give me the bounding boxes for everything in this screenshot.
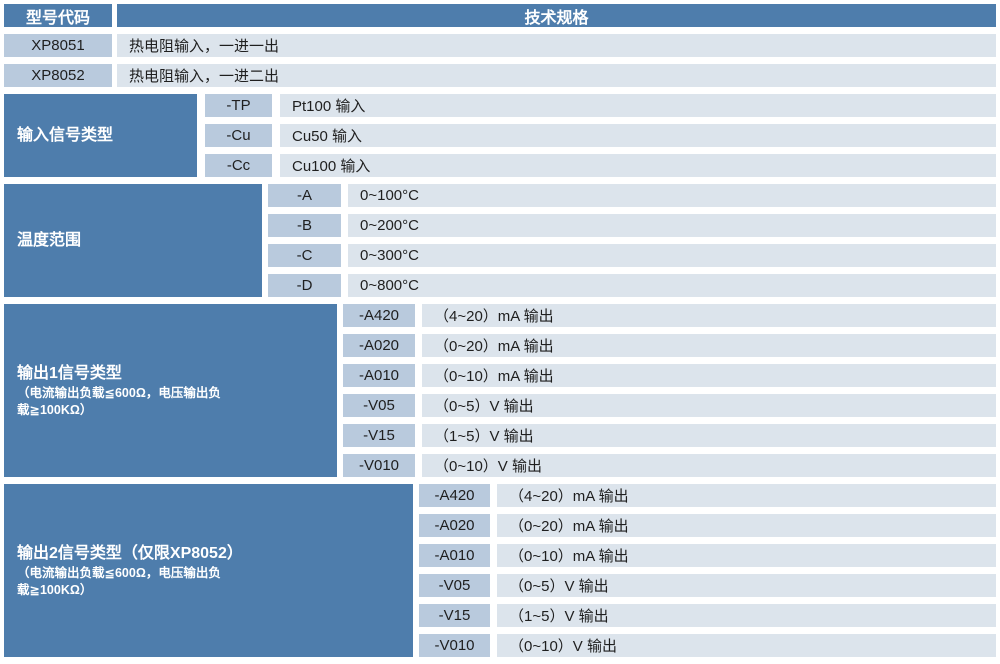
model-desc: 热电阻输入，一进一出 xyxy=(117,34,996,57)
option-desc: （0~10）V 输出 xyxy=(497,634,996,657)
option-code: -V05 xyxy=(419,574,490,597)
section-title: 温度范围 xyxy=(17,231,82,249)
section-note-line1: （电流输出负载≦600Ω，电压输出负 xyxy=(17,565,221,580)
option-desc: （4~20）mA 输出 xyxy=(422,304,996,327)
option-desc: （0~10）mA 输出 xyxy=(422,364,996,387)
option-desc: Cu100 输入 xyxy=(280,154,996,177)
option-code: -A020 xyxy=(343,334,415,357)
header-tech-spec: 技术规格 xyxy=(117,4,996,27)
option-desc: 0~300°C xyxy=(348,244,996,267)
option-code: -C xyxy=(268,244,341,267)
option-code: -V15 xyxy=(419,604,490,627)
option-code: -D xyxy=(268,274,341,297)
model-code: XP8051 xyxy=(4,34,112,57)
option-code: -B xyxy=(268,214,341,237)
option-code: -V010 xyxy=(343,454,415,477)
section-note-line1: （电流输出负载≦600Ω，电压输出负 xyxy=(17,385,221,400)
option-code: -A010 xyxy=(419,544,490,567)
section-title: 输出2信号类型（仅限XP8052） xyxy=(17,544,243,562)
option-code: -Cu xyxy=(205,124,272,147)
option-code: -A010 xyxy=(343,364,415,387)
header-model-code: 型号代码 xyxy=(4,4,112,27)
option-code: -A xyxy=(268,184,341,207)
option-code: -A420 xyxy=(419,484,490,507)
option-desc: （0~20）mA 输出 xyxy=(497,514,996,537)
option-desc: 0~200°C xyxy=(348,214,996,237)
section-note-line2: 载≧100KΩ） xyxy=(17,582,93,597)
section-temperature-range: 温度范围 xyxy=(4,184,262,297)
option-code: -V010 xyxy=(419,634,490,657)
option-desc: （4~20）mA 输出 xyxy=(497,484,996,507)
option-desc: 0~800°C xyxy=(348,274,996,297)
option-desc: （0~20）mA 输出 xyxy=(422,334,996,357)
section-output2-signal-type: 输出2信号类型（仅限XP8052） （电流输出负载≦600Ω，电压输出负 载≧1… xyxy=(4,484,413,657)
option-desc: （1~5）V 输出 xyxy=(422,424,996,447)
model-desc: 热电阻输入，一进二出 xyxy=(117,64,996,87)
section-input-signal-type: 输入信号类型 xyxy=(4,94,197,177)
option-code: -V15 xyxy=(343,424,415,447)
option-desc: （0~5）V 输出 xyxy=(497,574,996,597)
section-note-line2: 载≧100KΩ） xyxy=(17,402,93,417)
option-desc: （1~5）V 输出 xyxy=(497,604,996,627)
section-output1-signal-type: 输出1信号类型 （电流输出负载≦600Ω，电压输出负 载≧100KΩ） xyxy=(4,304,337,477)
option-desc: Pt100 输入 xyxy=(280,94,996,117)
option-code: -TP xyxy=(205,94,272,117)
option-code: -Cc xyxy=(205,154,272,177)
option-desc: 0~100°C xyxy=(348,184,996,207)
model-code: XP8052 xyxy=(4,64,112,87)
option-desc: （0~5）V 输出 xyxy=(422,394,996,417)
section-title: 输出1信号类型 xyxy=(17,364,122,382)
section-title: 输入信号类型 xyxy=(17,126,114,144)
option-desc: （0~10）mA 输出 xyxy=(497,544,996,567)
option-code: -V05 xyxy=(343,394,415,417)
option-desc: （0~10）V 输出 xyxy=(422,454,996,477)
option-desc: Cu50 输入 xyxy=(280,124,996,147)
option-code: -A020 xyxy=(419,514,490,537)
option-code: -A420 xyxy=(343,304,415,327)
